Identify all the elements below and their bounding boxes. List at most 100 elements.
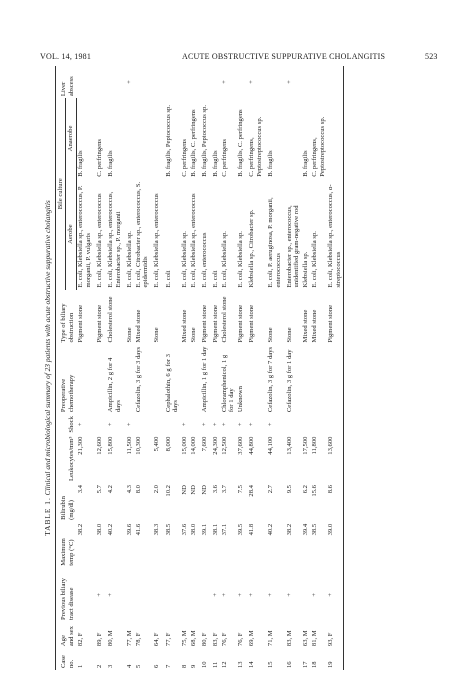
cell-anaerobe — [134, 98, 150, 179]
cell-age-sex: 82, F — [76, 632, 84, 647]
cell-chemotherapy: Ampicillin, 2 g for 4 days — [107, 357, 122, 413]
cell-case: 14 — [248, 661, 256, 668]
cell-temp: 41.8 — [248, 523, 256, 536]
cell-bilirubin: 15.6 — [310, 485, 318, 497]
cell-bilirubin: 5.7 — [96, 485, 104, 494]
cell-liver: + — [220, 80, 228, 84]
cell-liver — [264, 66, 283, 98]
cell-previous: + — [326, 567, 344, 622]
cell-temp: 38.5 — [164, 523, 172, 536]
table-row: 4 77, M 39.6 4.3 11,500 + Stone E. coli, Klebsi… — [123, 66, 134, 670]
cell-bilirubin: 7.5 — [237, 485, 245, 494]
running-head-volume: VOL. 14, 1981 — [40, 52, 92, 61]
table-row: 19 93, F +39.0 8.6 13,600 Pigment stone E. col… — [326, 66, 344, 670]
cell-leukocytes: 11,800 — [310, 436, 318, 455]
cell-bilirubin: 6.2 — [302, 485, 310, 494]
cell-liver — [93, 66, 104, 98]
cell-aerobe: E. coli, Klebsiella sp., enterococcus — [153, 193, 161, 288]
cell-leukocytes: 17,500 — [302, 436, 310, 455]
cell-case: 1 — [76, 664, 84, 668]
cell-obstruction: Pigment stone — [212, 304, 220, 343]
table-row: 16 83, M +38.2 9.5 13,400 Cefazolin, 3 g for … — [283, 66, 302, 670]
cell-leukocytes: 11,500 — [125, 436, 133, 455]
cell-case: 16 — [285, 661, 293, 668]
table-label: TABLE 1. — [43, 497, 52, 536]
table-row: 2 89, F +38.0 5.7 12,600 Pigment stone E. coli… — [93, 66, 104, 670]
cell-shock — [93, 414, 104, 434]
cell-bilirubin: ND — [180, 485, 188, 495]
cell-age-sex: 89, F — [96, 632, 104, 647]
cell-chemotherapy — [310, 344, 326, 414]
cell-liver: + — [125, 80, 133, 84]
cell-obstruction: Stone — [285, 327, 293, 343]
cell-temp: 39.1 — [200, 523, 208, 536]
cell-age-sex: 77, F — [164, 632, 172, 647]
cell-anaerobe: C. perfringens — [96, 139, 104, 177]
cell-previous — [198, 568, 209, 622]
cell-liver — [237, 66, 246, 98]
cell-aerobe: E. coli, Klebsiella sp., enterococcus, P… — [77, 185, 92, 288]
cell-bilirubin: 8.0 — [134, 485, 142, 494]
cell-previous: + — [107, 593, 115, 597]
cell-temp: 37.1 — [220, 523, 228, 536]
cell-temp: 40.2 — [107, 523, 115, 536]
cell-case: 3 — [107, 664, 115, 668]
cell-bilirubin: 3.4 — [76, 485, 84, 494]
table-row: 3 80, M +40.2 4.2 15,800 + Ampicillin, 2 g for… — [104, 66, 123, 670]
cell-obstruction: Pigment stone — [248, 304, 256, 343]
cell-anaerobe — [326, 98, 344, 179]
cell-aerobe: E. coli, Klebsiella sp. — [180, 231, 188, 288]
cell-shock — [162, 414, 181, 434]
clinical-summary-table: TABLE 1. Clinical and microbiological su… — [43, 66, 344, 670]
cell-obstruction: Pigment stone — [200, 304, 208, 343]
running-head-title: ACUTE OBSTRUCTIVE SUPPURATIVE CHOLANGITI… — [182, 52, 386, 61]
cell-temp: 39.4 — [302, 523, 310, 536]
cell-temp: 38.2 — [76, 523, 84, 536]
cell-shock: + — [220, 422, 228, 427]
table-title: Clinical and microbiological summary of … — [43, 200, 52, 496]
cell-obstruction: Pigment stone — [237, 304, 245, 343]
col-bile-culture: Bile culture — [55, 98, 66, 290]
cell-obstruction — [162, 290, 181, 345]
cell-anaerobe: B. fragilis, C. perfringens — [237, 109, 245, 177]
cell-aerobe: E. coli, P. aeruginosa, P. morganii, ent… — [267, 197, 282, 288]
cell-leukocytes: 24,300 — [212, 436, 220, 455]
cell-shock: + — [180, 422, 188, 427]
cell-aerobe: E. coli, Klebsiella sp., enterococcus — [96, 193, 104, 288]
cell-age-sex: 76, F — [220, 632, 228, 647]
cell-liver: + — [285, 80, 293, 84]
cell-temp: 37.6 — [180, 523, 188, 536]
cell-anaerobe: C. perfringens — [180, 139, 188, 177]
cell-obstruction: Pigment stone — [76, 304, 84, 343]
cell-age-sex: 93, F — [326, 622, 344, 649]
cell-shock: + — [237, 422, 245, 427]
table-row: 13 76, F +39.5 7.5 37,600 + Unknown Pigment sto… — [237, 66, 246, 670]
cell-previous — [123, 568, 134, 622]
cell-aerobe: E. coli, Klebsiella sp. — [237, 231, 245, 288]
cell-case: 18 — [310, 661, 318, 668]
cell-case: 17 — [302, 661, 310, 668]
table-row: 9 68, M 38.0 ND 14,000 Stone E. coli, Klebsiel… — [189, 66, 198, 670]
cell-chemotherapy: Chloramphenicol, 1 g for 1 day — [220, 354, 236, 413]
cell-previous — [134, 568, 150, 622]
cell-shock — [134, 414, 150, 434]
cell-age-sex: 63, M — [302, 630, 310, 647]
cell-shock — [150, 414, 161, 434]
col-anaerobe: Anaerobe — [65, 98, 77, 179]
cell-temp: 38.1 — [212, 523, 220, 536]
cell-age-sex: 83, M — [285, 630, 293, 647]
cell-leukocytes: 14,000 — [189, 436, 197, 455]
cell-previous: + — [285, 593, 293, 597]
cell-temp: 38.3 — [153, 523, 161, 536]
cell-previous: + — [310, 593, 318, 597]
cell-liver — [180, 66, 189, 98]
cell-previous — [302, 568, 311, 622]
cell-bilirubin: 4.3 — [125, 485, 133, 494]
cell-leukocytes: 7,600 — [200, 436, 208, 452]
cell-chemotherapy — [150, 344, 161, 414]
cell-shock: + — [200, 422, 208, 427]
cell-previous: + — [237, 593, 245, 597]
table-body: 1 82, F 38.2 3.4 21,300 + Pigment stone E. coli… — [76, 66, 344, 670]
cell-anaerobe: B. fragilis, Peptococcus sp. — [200, 104, 208, 177]
cell-obstruction: Stone — [125, 327, 133, 343]
